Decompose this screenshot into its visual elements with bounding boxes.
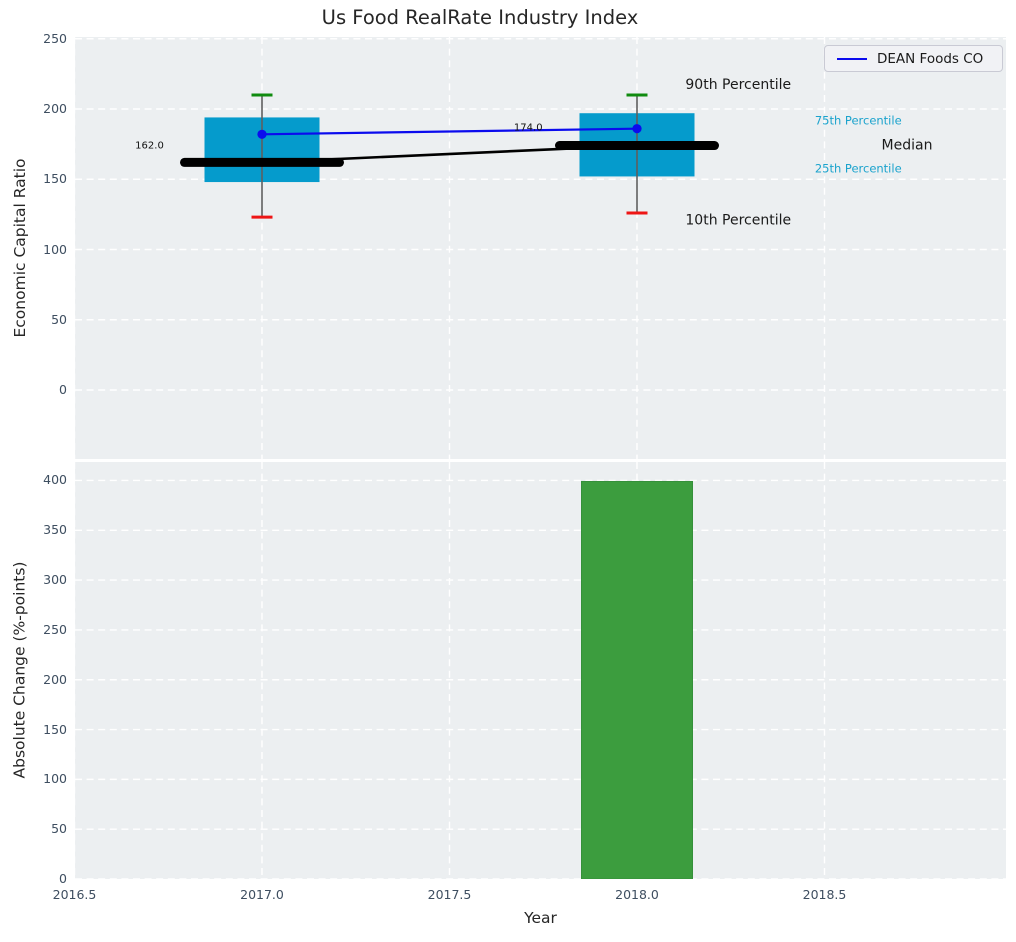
bottom-y-tick-label: 100: [43, 771, 67, 787]
company-series-line: [261, 127, 638, 136]
legend: DEAN Foods CO: [824, 45, 1003, 72]
percentile-label: 90th Percentile: [685, 77, 791, 93]
x-tick-label: 2017.0: [240, 887, 284, 902]
top-y-tick-label: 50: [51, 311, 67, 327]
bottom-y-tick-label: 0: [59, 871, 67, 886]
x-tick-label: 2018.5: [802, 887, 847, 902]
top-y-tick-label: 0: [59, 382, 67, 397]
bottom-y-tick-label: 400: [43, 472, 67, 488]
x-tick-label: 2018.0: [615, 887, 659, 902]
x-tick-label: 2017.5: [427, 887, 472, 902]
company-series-marker: [257, 129, 267, 139]
bottom-y-tick-label: 200: [43, 671, 67, 687]
x-axis-label: Year: [524, 909, 557, 927]
top-axes: 162.0 174.0 90th Percentile 75th Percentile…: [75, 37, 1006, 459]
top-y-tick-label: 250: [43, 30, 67, 46]
bottom-y-tick-label: 150: [43, 721, 67, 737]
value-annotation: 162.0: [135, 140, 164, 151]
top-y-tick-label: 150: [43, 171, 67, 187]
top-y-tick-label: 100: [43, 241, 67, 257]
legend-label: DEAN Foods CO: [877, 50, 984, 67]
bottom-y-tick-label: 350: [43, 522, 67, 538]
percentile-label: 75th Percentile: [815, 113, 902, 127]
bottom-y-tick-label: 300: [43, 572, 67, 588]
top-axes-canvas: 162.0 174.0 90th Percentile 75th Percentile…: [75, 37, 1006, 459]
company-series-marker: [632, 124, 642, 134]
percentile-label: 10th Percentile: [685, 212, 791, 228]
percentile-label: Median: [882, 137, 933, 153]
bottom-y-tick-label: 50: [51, 821, 67, 837]
bottom-y-tick-label: 250: [43, 621, 67, 637]
top-y-tick-label: 200: [43, 101, 67, 116]
legend-line-icon: [837, 57, 867, 60]
value-annotation: 174.0: [514, 122, 543, 133]
x-tick-label: 2016.5: [52, 887, 97, 902]
chart-title: Us Food RealRate Industry Index: [321, 6, 639, 29]
change-bar: [581, 480, 693, 879]
bottom-axes-canvas: [75, 462, 1006, 879]
bottom-axes: [75, 462, 1006, 879]
percentile-label: 25th Percentile: [815, 162, 902, 176]
